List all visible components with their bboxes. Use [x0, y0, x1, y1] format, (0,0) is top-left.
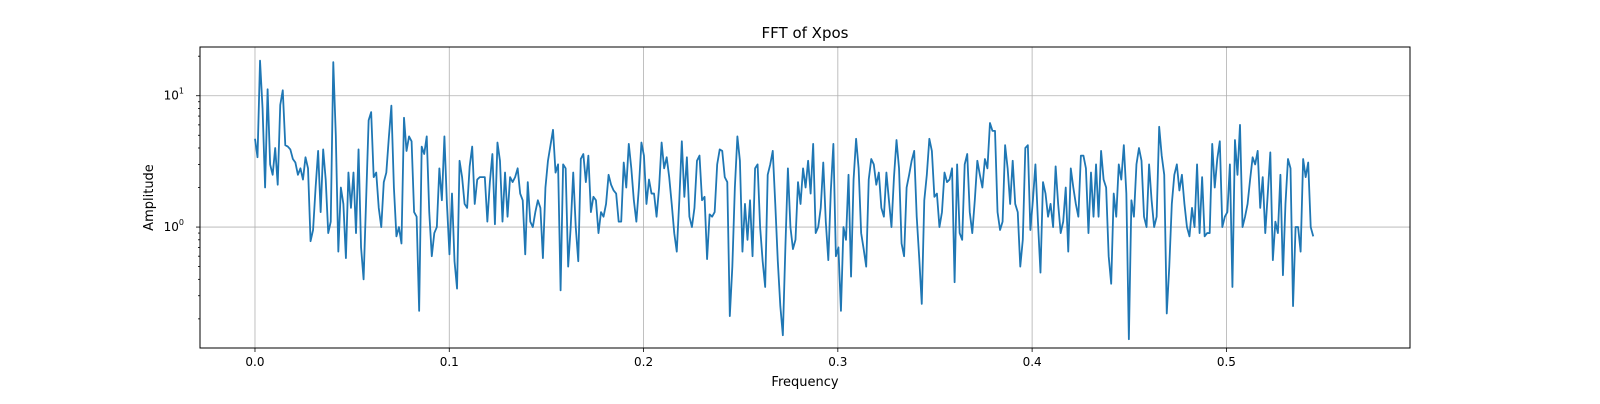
- y-axis-label: Amplitude: [142, 164, 157, 231]
- plot-frame: [199, 46, 1411, 349]
- x-tick-label: 0.4: [1023, 355, 1042, 369]
- series-layer: [254, 59, 1315, 341]
- series-line: [254, 59, 1315, 341]
- x-tick-label: 0.1: [440, 355, 459, 369]
- x-tick-label: 0.5: [1217, 355, 1236, 369]
- ticks-layer: 0.0 0.1 0.2 0.3 0.4 0.5 100 101: [164, 55, 1236, 369]
- chart-title: FFT of Xpos: [762, 24, 849, 42]
- x-tick-label: 0.2: [634, 355, 653, 369]
- x-axis-label: Frequency: [771, 375, 838, 390]
- x-tick-label: 0.0: [245, 355, 264, 369]
- x-tick-label: 0.3: [828, 355, 847, 369]
- y-tick-label: 100: [164, 218, 184, 234]
- y-tick-label: 101: [164, 87, 184, 103]
